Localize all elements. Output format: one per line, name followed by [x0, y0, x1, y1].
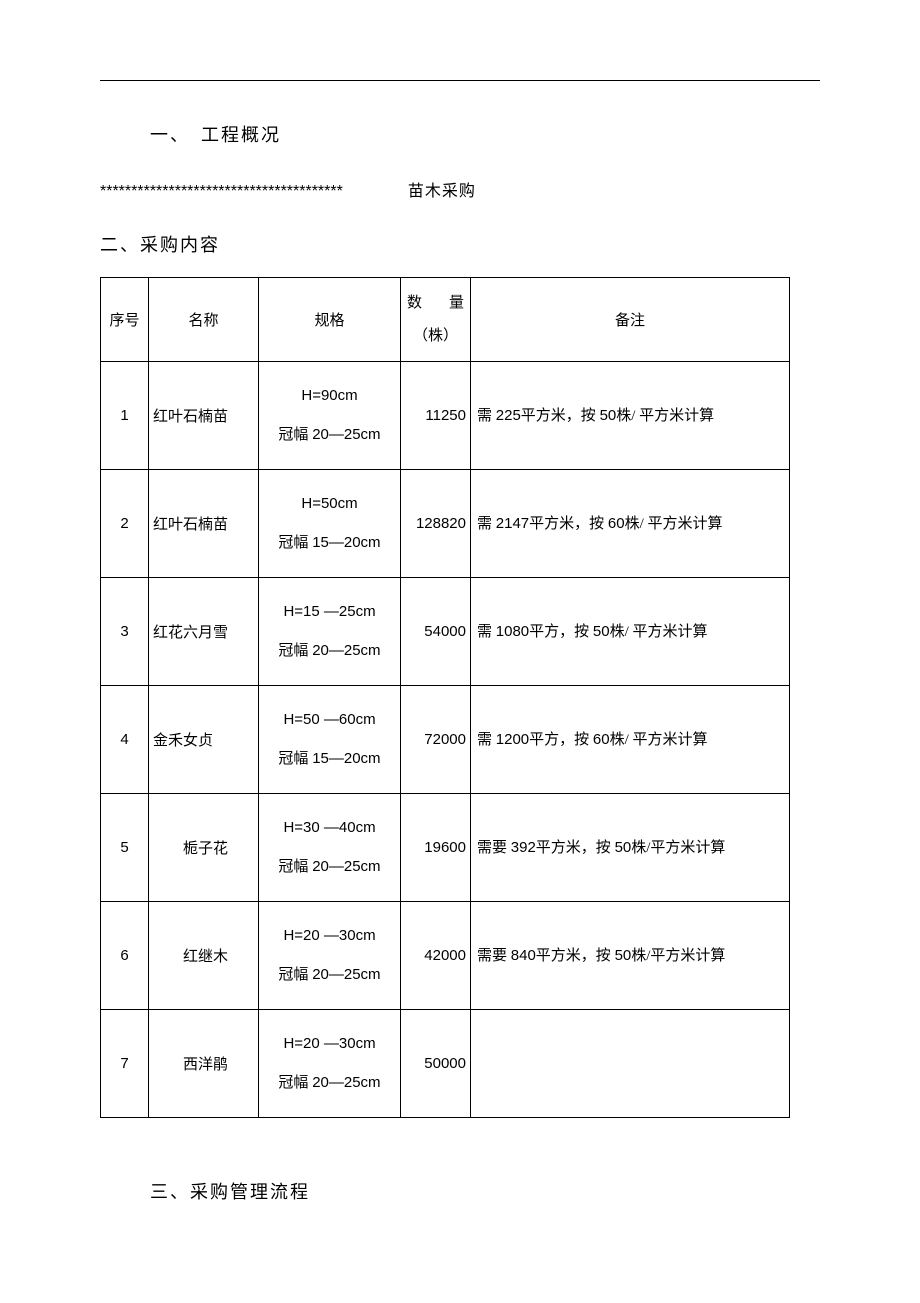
col-header-qty: 数 量 （株）	[401, 278, 471, 362]
cell-note: 需要 392平方米，按 50株/平方米计算	[471, 794, 790, 902]
cell-note: 需 225平方米，按 50株/ 平方米计算	[471, 362, 790, 470]
project-line: *************************************** …	[100, 177, 790, 201]
cell-name: 红花六月雪	[149, 578, 259, 686]
cell-note	[471, 1010, 790, 1118]
qty-header-right: 量	[449, 287, 464, 320]
cell-note: 需要 840平方米，按 50株/平方米计算	[471, 902, 790, 1010]
cell-spec: H=15 —25cm冠幅 20—25cm	[259, 578, 401, 686]
col-header-name: 名称	[149, 278, 259, 362]
heading-section-3: 三、采购管理流程	[150, 1178, 790, 1204]
table-row: 6红继木H=20 —30cm冠幅 20—25cm42000需要 840平方米，按…	[101, 902, 790, 1010]
cell-seq: 4	[101, 686, 149, 794]
col-header-spec: 规格	[259, 278, 401, 362]
cell-name: 红叶石楠苗	[149, 362, 259, 470]
table-header-row: 序号 名称 规格 数 量 （株） 备注	[101, 278, 790, 362]
table-row: 3红花六月雪H=15 —25cm冠幅 20—25cm54000需 1080平方，…	[101, 578, 790, 686]
cell-note: 需 2147平方米，按 60株/ 平方米计算	[471, 470, 790, 578]
project-label: 苗木采购	[408, 183, 476, 200]
content-wrapper: 一、 工程概况 ********************************…	[100, 121, 790, 1204]
cell-spec: H=20 —30cm冠幅 20—25cm	[259, 1010, 401, 1118]
cell-note: 需 1080平方，按 50株/ 平方米计算	[471, 578, 790, 686]
table-row: 2红叶石楠苗H=50cm冠幅 15—20cm128820需 2147平方米，按 …	[101, 470, 790, 578]
col-header-note: 备注	[471, 278, 790, 362]
cell-qty: 19600	[401, 794, 471, 902]
table-row: 5栀子花H=30 —40cm冠幅 20—25cm19600需要 392平方米，按…	[101, 794, 790, 902]
cell-spec: H=90cm冠幅 20—25cm	[259, 362, 401, 470]
cell-qty: 128820	[401, 470, 471, 578]
cell-seq: 6	[101, 902, 149, 1010]
cell-note: 需 1200平方，按 60株/ 平方米计算	[471, 686, 790, 794]
cell-name: 红继木	[149, 902, 259, 1010]
cell-spec: H=50 —60cm冠幅 15—20cm	[259, 686, 401, 794]
cell-qty: 11250	[401, 362, 471, 470]
cell-qty: 50000	[401, 1010, 471, 1118]
cell-qty: 72000	[401, 686, 471, 794]
table-row: 4金禾女贞H=50 —60cm冠幅 15—20cm72000需 1200平方，按…	[101, 686, 790, 794]
project-stars: ***************************************	[100, 183, 343, 200]
cell-seq: 7	[101, 1010, 149, 1118]
cell-seq: 3	[101, 578, 149, 686]
qty-header-left: 数	[407, 287, 422, 320]
cell-seq: 1	[101, 362, 149, 470]
table-row: 7西洋鹃H=20 —30cm冠幅 20—25cm50000	[101, 1010, 790, 1118]
page-top-divider	[100, 80, 820, 81]
col-header-seq: 序号	[101, 278, 149, 362]
cell-qty: 42000	[401, 902, 471, 1010]
qty-header-bottom: （株）	[413, 320, 458, 353]
cell-spec: H=20 —30cm冠幅 20—25cm	[259, 902, 401, 1010]
cell-qty: 54000	[401, 578, 471, 686]
procurement-table: 序号 名称 规格 数 量 （株） 备注 1红叶石楠苗H=90cm冠幅 20—25…	[100, 277, 790, 1118]
cell-name: 栀子花	[149, 794, 259, 902]
cell-spec: H=50cm冠幅 15—20cm	[259, 470, 401, 578]
cell-seq: 5	[101, 794, 149, 902]
heading-section-1: 一、 工程概况	[150, 121, 790, 147]
table-row: 1红叶石楠苗H=90cm冠幅 20—25cm11250需 225平方米，按 50…	[101, 362, 790, 470]
cell-name: 金禾女贞	[149, 686, 259, 794]
heading-section-2: 二、采购内容	[100, 231, 790, 257]
cell-spec: H=30 —40cm冠幅 20—25cm	[259, 794, 401, 902]
cell-name: 红叶石楠苗	[149, 470, 259, 578]
cell-name: 西洋鹃	[149, 1010, 259, 1118]
cell-seq: 2	[101, 470, 149, 578]
